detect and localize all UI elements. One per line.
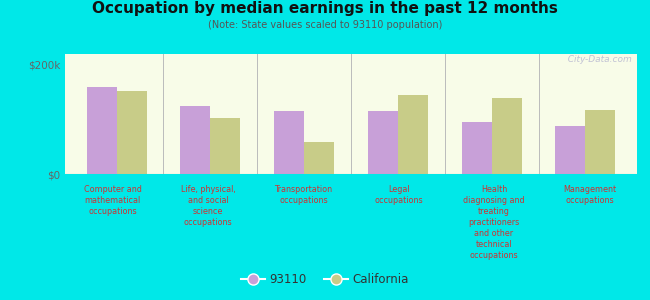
Bar (491, 98, 522, 174)
Text: Occupation by median earnings in the past 12 months: Occupation by median earnings in the pas… (92, 2, 558, 16)
Text: Life, physical,
and social
science
occupations: Life, physical, and social science occup… (181, 184, 235, 227)
Bar (398, 95, 428, 174)
Text: Legal
occupations: Legal occupations (374, 184, 423, 205)
Text: (Note: State values scaled to 93110 population): (Note: State values scaled to 93110 popu… (208, 20, 442, 29)
Bar (462, 122, 491, 174)
Bar (116, 91, 147, 174)
Legend: 93110, California: 93110, California (237, 269, 413, 291)
Bar (304, 142, 334, 174)
Text: Health
diagnosing and
treating
practitioners
and other
technical
occupations: Health diagnosing and treating practitio… (463, 184, 525, 260)
Bar (180, 106, 211, 174)
Text: Transportation
occupations: Transportation occupations (274, 184, 332, 205)
Bar (368, 111, 398, 174)
Bar (555, 126, 586, 174)
Text: City-Data.com: City-Data.com (562, 55, 631, 64)
Bar (274, 111, 304, 174)
Text: Computer and
mathematical
occupations: Computer and mathematical occupations (84, 184, 142, 216)
Text: Management
occupations: Management occupations (563, 184, 616, 205)
Bar (586, 110, 616, 174)
Bar (211, 118, 240, 174)
Bar (86, 87, 116, 174)
